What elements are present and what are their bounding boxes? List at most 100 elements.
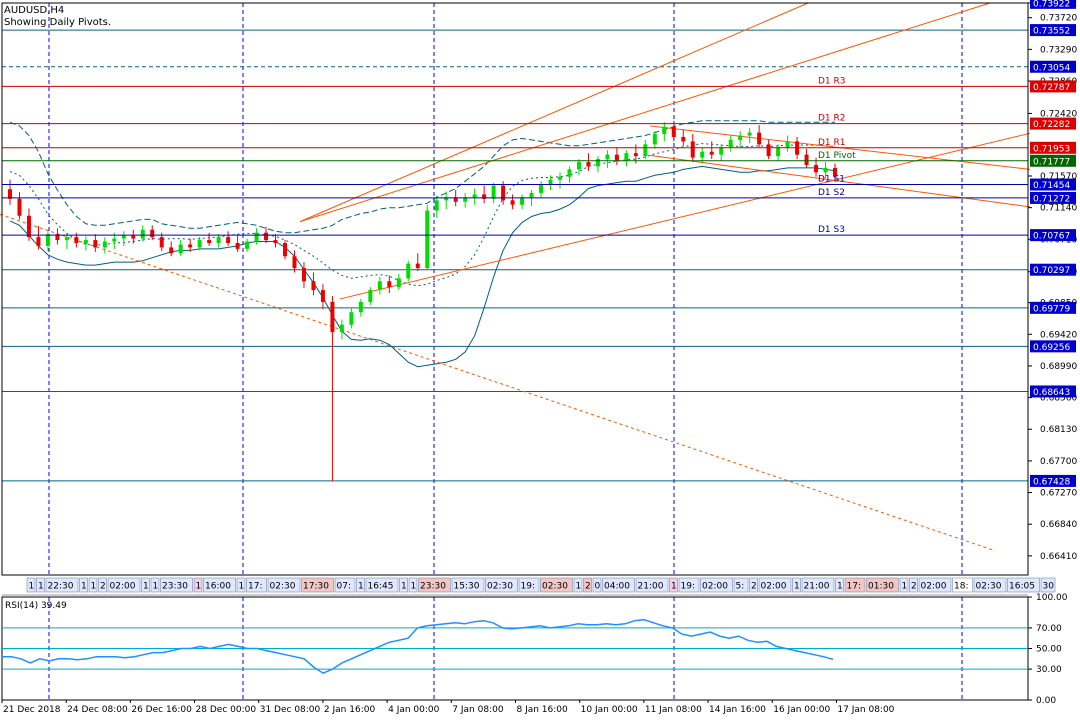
candle-down — [330, 301, 335, 333]
session-label: 2 — [100, 582, 106, 592]
candle-up — [425, 210, 430, 269]
candle-down — [311, 281, 316, 291]
candle-down — [804, 154, 809, 165]
pivots-layer: D1 R3 D1 R2 D1 R1 D1 Pivot D1 S1 D1 S2 D1 S3 — [2, 76, 1028, 236]
candle-down — [301, 268, 306, 282]
price-badge-label: 0.71953 — [1033, 144, 1070, 154]
rsi-tick-label: 30.00 — [1036, 665, 1062, 675]
trend-channel-line — [0, 213, 996, 552]
bollinger-upper-line — [9, 120, 835, 234]
price-badge — [1030, 24, 1076, 37]
candle-up — [576, 162, 581, 170]
price-tick-label: 0.71140 — [1040, 204, 1077, 214]
session-label: 1 — [81, 582, 87, 592]
session-label-box — [918, 577, 952, 593]
candle-down — [283, 242, 287, 257]
rsi-line — [2, 618, 834, 675]
candle-up — [823, 167, 828, 173]
time-tick-label: 17 Jan 08:00 — [837, 705, 894, 715]
candle-down — [671, 126, 676, 137]
rsi-tick-label: 50.00 — [1036, 645, 1062, 655]
price-badge — [1030, 141, 1076, 154]
session-label: 1 — [411, 582, 417, 592]
session-label-box — [801, 577, 835, 593]
session-label-box — [45, 577, 79, 593]
candle-up — [463, 197, 468, 202]
session-label-box — [36, 577, 45, 593]
price-badge-label: 0.69779 — [1033, 304, 1070, 314]
candle-up — [406, 263, 411, 279]
session-label-box — [583, 577, 592, 593]
session-label: 21:00 — [804, 582, 830, 592]
candle-down — [510, 200, 515, 205]
price-badge — [1030, 154, 1076, 167]
session-label-box — [909, 577, 918, 593]
session-label: 1 — [153, 582, 159, 592]
symbol-title: AUDUSD,H4 — [4, 5, 64, 16]
candle-up — [719, 147, 724, 155]
price-badge — [1030, 60, 1076, 73]
candle-down — [207, 240, 212, 243]
price-tick-label: 0.68560 — [1040, 394, 1077, 404]
session-label: 02:00 — [110, 582, 136, 592]
session-label-box — [678, 577, 700, 593]
candle-down — [766, 144, 771, 157]
session-label-box — [418, 577, 451, 593]
candle-down — [614, 154, 619, 161]
session-label-box — [592, 577, 602, 593]
candle-up — [595, 159, 600, 167]
session-label: 17: — [248, 582, 262, 592]
session-label: 02:30 — [976, 582, 1002, 592]
price-badge-label: 0.71272 — [1033, 194, 1070, 204]
session-label: 1 — [401, 582, 407, 592]
time-tick-label: 7 Jan 08:00 — [452, 705, 504, 715]
rsi-tick-label: 70.00 — [1036, 624, 1062, 634]
candle-up — [358, 301, 363, 313]
time-tick-label: 28 Dec 00:00 — [196, 705, 257, 715]
pivot-label: D1 S3 — [818, 225, 845, 235]
candle-down — [74, 237, 79, 243]
price-badge — [1030, 80, 1076, 93]
price-badge — [1030, 0, 1076, 9]
price-badge — [1030, 191, 1076, 204]
session-label-box — [602, 577, 635, 593]
candle-up — [254, 232, 259, 242]
session-label: 5: — [736, 582, 745, 592]
candle-up — [785, 141, 790, 148]
session-label-box — [301, 577, 334, 593]
bollinger-lower-line — [9, 165, 836, 368]
pivot-subtitle: Showing Daily Pivots. — [4, 17, 111, 28]
candle-down — [833, 167, 837, 177]
price-tick-label: 0.67700 — [1040, 457, 1077, 467]
session-label: 1 — [91, 582, 97, 592]
session-label-box — [749, 577, 758, 593]
candle-up — [140, 229, 145, 239]
session-label-box — [26, 577, 36, 593]
session-label: 1 — [671, 582, 677, 592]
candle-up — [728, 139, 733, 148]
channel-lines-layer — [0, 2, 1031, 552]
candle-up — [396, 278, 401, 288]
session-label-box — [1007, 577, 1040, 593]
session-label: 16:05 — [1009, 582, 1035, 592]
candle-down — [814, 164, 819, 173]
time-tick-label: 14 Jan 16:00 — [709, 705, 766, 715]
main-plot-frame — [1, 2, 1029, 576]
session-label: 1 — [902, 582, 908, 592]
candle-up — [567, 169, 572, 177]
time-tick-label: 4 Jan 00:00 — [388, 705, 440, 715]
price-badge — [1030, 474, 1076, 487]
price-tick-label: 0.67270 — [1040, 489, 1077, 499]
price-badge — [1030, 117, 1076, 130]
candle-down — [36, 237, 41, 246]
time-tick-label: 8 Jan 16:00 — [516, 705, 568, 715]
session-label-box — [952, 577, 973, 593]
session-label: 07: — [337, 582, 351, 592]
header-layer: AUDUSD,H4 Showing Daily Pivots. — [4, 5, 111, 28]
candle-down — [226, 237, 231, 243]
candle-down — [55, 234, 60, 241]
price-badge-label: 0.67428 — [1033, 477, 1070, 487]
session-label: 16:00 — [205, 582, 231, 592]
candle-up — [45, 234, 50, 246]
candle-down — [159, 237, 164, 248]
